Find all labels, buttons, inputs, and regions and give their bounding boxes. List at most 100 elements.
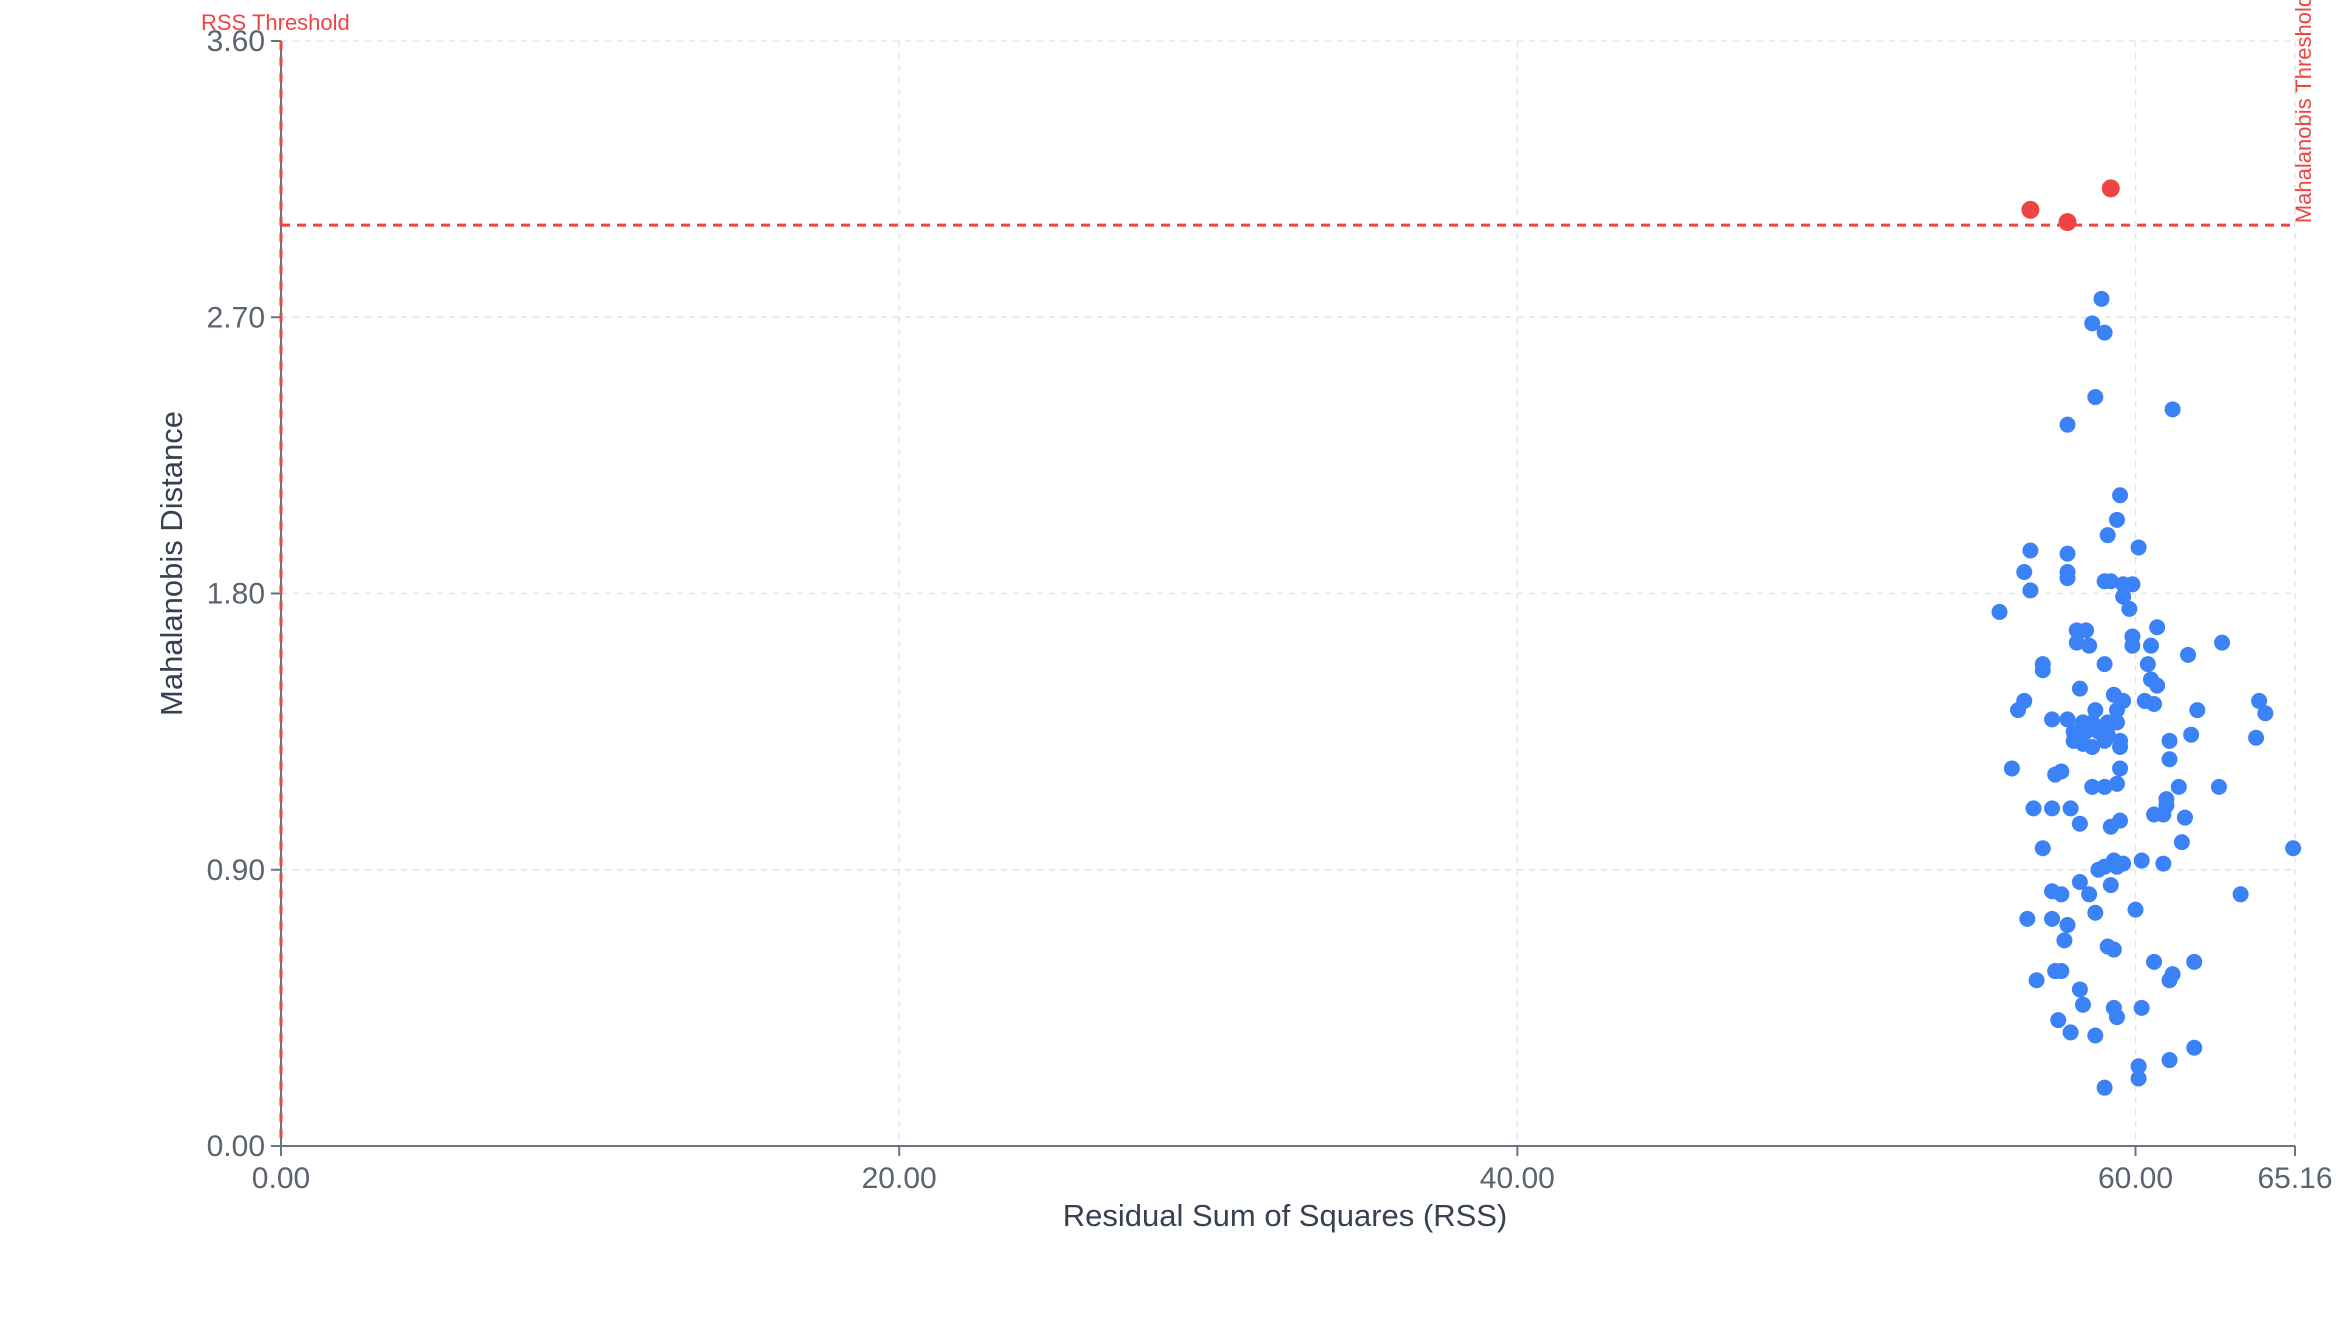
inlier-point [2102,573,2119,590]
inlier-point [2019,910,2036,927]
inlier-point [2096,732,2113,749]
data-points [1991,179,2302,1096]
inlier-point [2173,834,2190,851]
inlier-point [2108,714,2125,731]
y-tick-label: 0.90 [207,854,265,887]
grid-lines [281,40,2296,1146]
inlier-point [2186,953,2203,970]
y-tick-label: 0.00 [207,1130,265,1163]
inlier-point [2124,576,2141,593]
inlier-point [2142,637,2159,654]
inlier-point [2285,840,2302,857]
inlier-point [2053,963,2070,980]
inlier-point [2059,545,2076,562]
inlier-point [2112,760,2129,777]
inlier-point [2146,696,2163,712]
inlier-point [2044,910,2061,927]
inlier-point [2149,677,2166,694]
inlier-point [2071,815,2088,832]
inlier-point [2087,1027,2104,1044]
inlier-point [2053,763,2070,780]
inlier-point [2130,1070,2147,1087]
inlier-point [2186,1039,2203,1056]
y-tick-label: 3.60 [207,25,265,58]
inlier-point [2105,941,2122,958]
inlier-point [2130,1058,2147,1075]
inlier-point [2161,1052,2178,1069]
inlier-point [2059,917,2076,933]
threshold-lines: RSS Threshold Mahalanobis Threshold [201,0,2316,1146]
inlier-point [2096,1079,2113,1096]
inlier-point [2087,904,2104,921]
inlier-point [2232,886,2249,903]
inlier-point [2108,1009,2125,1026]
rss-threshold-label: RSS Threshold [201,10,350,35]
inlier-point [2161,732,2178,749]
inlier-point [2093,290,2110,307]
inlier-point [2155,806,2172,823]
inlier-point [2059,416,2076,433]
inlier-point [2139,656,2156,673]
inlier-point [2214,634,2231,651]
inlier-point [2133,999,2150,1016]
inlier-point [2059,570,2076,587]
inlier-point [2062,1024,2079,1041]
outlier-point [2058,213,2077,232]
inlier-point [2010,702,2027,719]
inlier-point [2161,751,2178,768]
inlier-point [2112,738,2129,755]
inlier-point [2124,637,2141,654]
inlier-point [2170,778,2187,795]
inlier-point [2149,619,2166,636]
inlier-point [2146,953,2163,970]
inlier-point [2074,996,2091,1013]
inlier-point [2022,582,2039,599]
inlier-point [2108,702,2125,719]
inlier-point [2176,809,2193,826]
x-axis-ticks: 0.00 20.00 40.00 60.00 65.16 [252,1146,2333,1195]
inlier-point [2164,966,2181,983]
inlier-point [2096,778,2113,795]
x-tick-label: 0.00 [252,1162,310,1195]
inlier-point [2102,818,2119,835]
inlier-point [2180,646,2197,663]
inlier-point [2022,542,2039,559]
inlier-point [2099,527,2116,544]
inlier-point [2084,738,2101,755]
inlier-point [2071,680,2088,697]
inlier-point [2016,564,2033,581]
inlier-point [2164,401,2181,418]
inlier-point [2183,726,2200,743]
y-axis-title: Mahalanobis Distance [154,411,189,716]
inlier-point [2087,702,2104,719]
inlier-point [2248,729,2265,746]
inlier-point [2028,972,2045,989]
inlier-point [2053,886,2070,903]
outlier-point [2101,179,2120,198]
inlier-point [2121,600,2138,617]
inlier-point [2034,662,2051,679]
inlier-point [1991,603,2008,620]
inlier-point [2071,874,2088,891]
inlier-point [2062,800,2079,817]
inlier-point [2044,800,2061,817]
inlier-point [2087,389,2104,406]
inlier-point [2130,539,2147,556]
x-tick-label: 40.00 [1480,1162,1555,1195]
outlier-point [2021,200,2040,219]
inlier-point [2044,711,2061,728]
inlier-point [2251,692,2268,709]
inlier-point [2081,886,2098,903]
y-axis-ticks: 0.00 0.90 1.80 2.70 3.60 [207,25,281,1163]
inlier-point [2059,711,2076,728]
inlier-point [2084,315,2101,332]
inlier-point [2081,637,2098,654]
inlier-point [2050,1012,2067,1029]
inlier-point [2071,981,2088,998]
inlier-point [2096,324,2113,341]
inlier-point [2133,852,2150,869]
y-tick-label: 1.80 [207,578,265,611]
inlier-point [2127,901,2144,918]
inlier-point [2189,702,2206,719]
